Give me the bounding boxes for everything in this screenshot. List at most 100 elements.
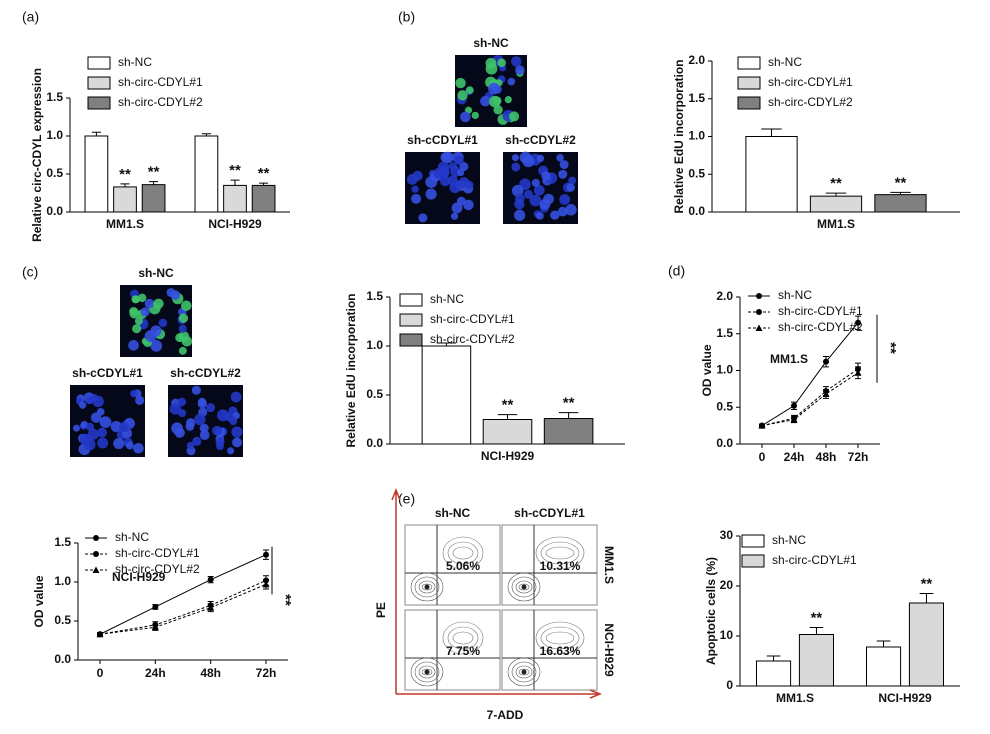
contour xyxy=(507,572,541,602)
bar xyxy=(745,136,798,213)
y-tick-label: 1.5 xyxy=(54,535,71,549)
series-line xyxy=(761,368,859,427)
contour xyxy=(421,583,433,591)
error-bar xyxy=(259,182,269,186)
y-tick-label: 1.0 xyxy=(366,338,383,352)
x-arrow xyxy=(396,689,603,699)
error-bar xyxy=(876,640,891,647)
cell xyxy=(137,293,147,303)
significance-label: ** xyxy=(229,162,241,179)
cell xyxy=(488,82,500,95)
cell xyxy=(110,420,122,433)
legend-swatch xyxy=(737,56,761,70)
point xyxy=(822,390,830,398)
cell xyxy=(541,171,551,181)
contour xyxy=(507,657,541,687)
y-axis-label: OD value xyxy=(700,344,714,396)
x-tick-label: NCI-H929 xyxy=(208,217,262,231)
contour xyxy=(442,536,484,570)
error-bar xyxy=(230,179,240,186)
cell xyxy=(411,193,422,204)
cell xyxy=(450,212,459,220)
image-label: sh-cCDYL#2 xyxy=(505,133,576,147)
panel-label: (e) xyxy=(398,491,415,507)
x-tick-label: 0 xyxy=(759,450,766,464)
cell xyxy=(418,213,428,223)
series-line xyxy=(99,583,267,635)
x-tick-label: 48h xyxy=(816,450,837,464)
y-tick-label: 1.0 xyxy=(716,363,733,377)
x-tick-label: 48h xyxy=(200,666,221,680)
legend-label: sh-NC xyxy=(118,55,152,69)
error-bar xyxy=(149,181,159,185)
contour xyxy=(410,572,444,602)
significance-label: ** xyxy=(119,166,131,183)
legend-swatch xyxy=(737,96,761,110)
cell xyxy=(130,389,138,398)
point xyxy=(152,603,159,610)
legend-label: sh-circ-CDYL#1 xyxy=(115,546,200,560)
cell xyxy=(458,177,470,188)
legend-marker xyxy=(755,324,763,331)
column-label: sh-cCDYL#1 xyxy=(514,506,585,520)
x-tick-label: 72h xyxy=(848,450,869,464)
cell xyxy=(511,154,519,162)
cell xyxy=(89,393,99,402)
cell xyxy=(129,308,140,319)
cell xyxy=(539,198,551,210)
legend-label: sh-NC xyxy=(115,530,149,544)
point xyxy=(262,580,270,588)
y-tick-label: 20 xyxy=(720,578,734,592)
y-axis-label: Apoptotic cells (%) xyxy=(704,557,718,665)
bar xyxy=(421,345,472,445)
point xyxy=(791,402,797,409)
cell xyxy=(513,209,526,221)
y-axis-label: Relative circ-CDYL expression xyxy=(30,68,44,242)
legend-swatch xyxy=(741,554,765,568)
legend-swatch xyxy=(87,56,111,70)
cell xyxy=(191,385,201,395)
cell xyxy=(456,196,466,206)
series-line xyxy=(99,579,267,635)
bar xyxy=(866,646,902,687)
cell xyxy=(199,430,210,441)
percentage: 16.63% xyxy=(540,644,581,658)
legend-label: sh-circ-CDYL#2 xyxy=(768,95,853,109)
bar xyxy=(809,195,863,213)
x-tick-label: NCI-H929 xyxy=(481,449,535,463)
y-tick-label: 1.0 xyxy=(54,574,71,588)
error-bar xyxy=(201,133,211,136)
cell xyxy=(565,204,577,216)
cell xyxy=(178,409,187,418)
bar xyxy=(113,186,137,213)
cell xyxy=(90,412,102,423)
point xyxy=(263,551,269,558)
significance-label: ** xyxy=(563,395,575,412)
cell xyxy=(493,105,503,115)
cell xyxy=(557,206,568,217)
image-label: sh-cCDYL#1 xyxy=(72,366,143,380)
cell xyxy=(425,188,437,200)
cell xyxy=(175,333,185,343)
legend-label: sh-circ-CDYL#1 xyxy=(118,75,203,89)
cell xyxy=(135,395,145,405)
y-tick-label: 0.0 xyxy=(688,204,705,218)
y-tick-label: 0.5 xyxy=(716,399,733,413)
y-arrow xyxy=(391,487,401,694)
cell xyxy=(568,176,577,185)
series-line xyxy=(761,322,859,427)
x-tick-label: MM1.S xyxy=(776,691,814,705)
x-tick-label: 0 xyxy=(97,666,104,680)
cell xyxy=(181,300,192,312)
bar xyxy=(223,184,247,213)
cell xyxy=(158,318,168,328)
contour-core xyxy=(521,669,527,675)
point xyxy=(151,623,159,631)
annotation: NCI-H929 xyxy=(112,570,166,584)
cell xyxy=(134,317,143,325)
cell xyxy=(227,447,235,455)
cell xyxy=(171,422,184,435)
image-label: sh-cCDYL#2 xyxy=(170,366,241,380)
bar xyxy=(908,602,945,687)
y-tick-label: 1.0 xyxy=(688,129,705,143)
